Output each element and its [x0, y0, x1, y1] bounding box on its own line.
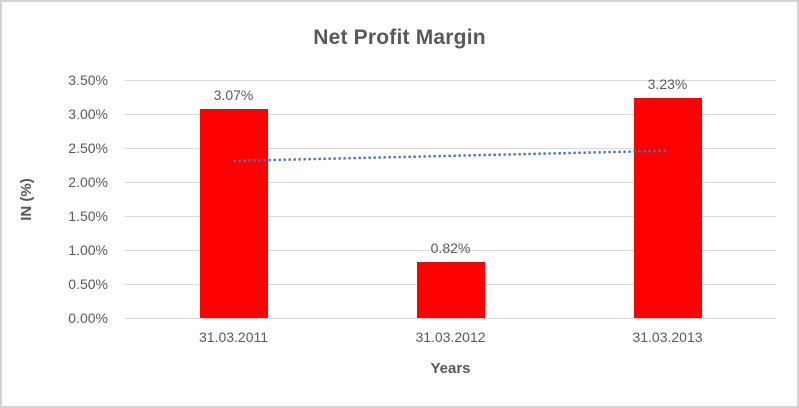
y-axis-title-label: IN (%) [17, 177, 35, 221]
gridline [125, 148, 776, 149]
gridline [125, 216, 776, 217]
trendline [233, 149, 668, 163]
gridline [125, 250, 776, 251]
bar [633, 98, 702, 318]
bar-data-label: 0.82% [430, 240, 471, 257]
y-tick-label: 2.50% [68, 140, 108, 156]
bar [199, 109, 268, 318]
y-tick-label: 1.00% [68, 242, 108, 258]
gridline [125, 318, 776, 319]
chart-title: Net Profit Margin [313, 26, 486, 49]
gridline [125, 114, 776, 115]
bar-data-label: 3.07% [213, 87, 254, 104]
x-tick-label: 31.03.2012 [415, 329, 486, 345]
gridline [125, 80, 776, 81]
x-tick-label: 31.03.2013 [632, 329, 703, 345]
y-tick-label: 1.50% [68, 208, 108, 224]
trendline-line [233, 149, 668, 163]
gridline [125, 182, 776, 183]
bar-data-label: 3.23% [647, 76, 688, 93]
y-tick-label: 3.00% [68, 106, 108, 122]
x-tick-label: 31.03.2011 [198, 329, 269, 345]
plot-area [125, 80, 776, 319]
y-tick-label: 0.50% [68, 276, 108, 292]
y-tick-label: 0.00% [68, 310, 108, 326]
y-tick-label: 3.50% [68, 72, 108, 88]
x-axis-title: Years [430, 360, 471, 377]
bar [416, 262, 485, 318]
y-tick-label: 2.00% [68, 174, 108, 190]
